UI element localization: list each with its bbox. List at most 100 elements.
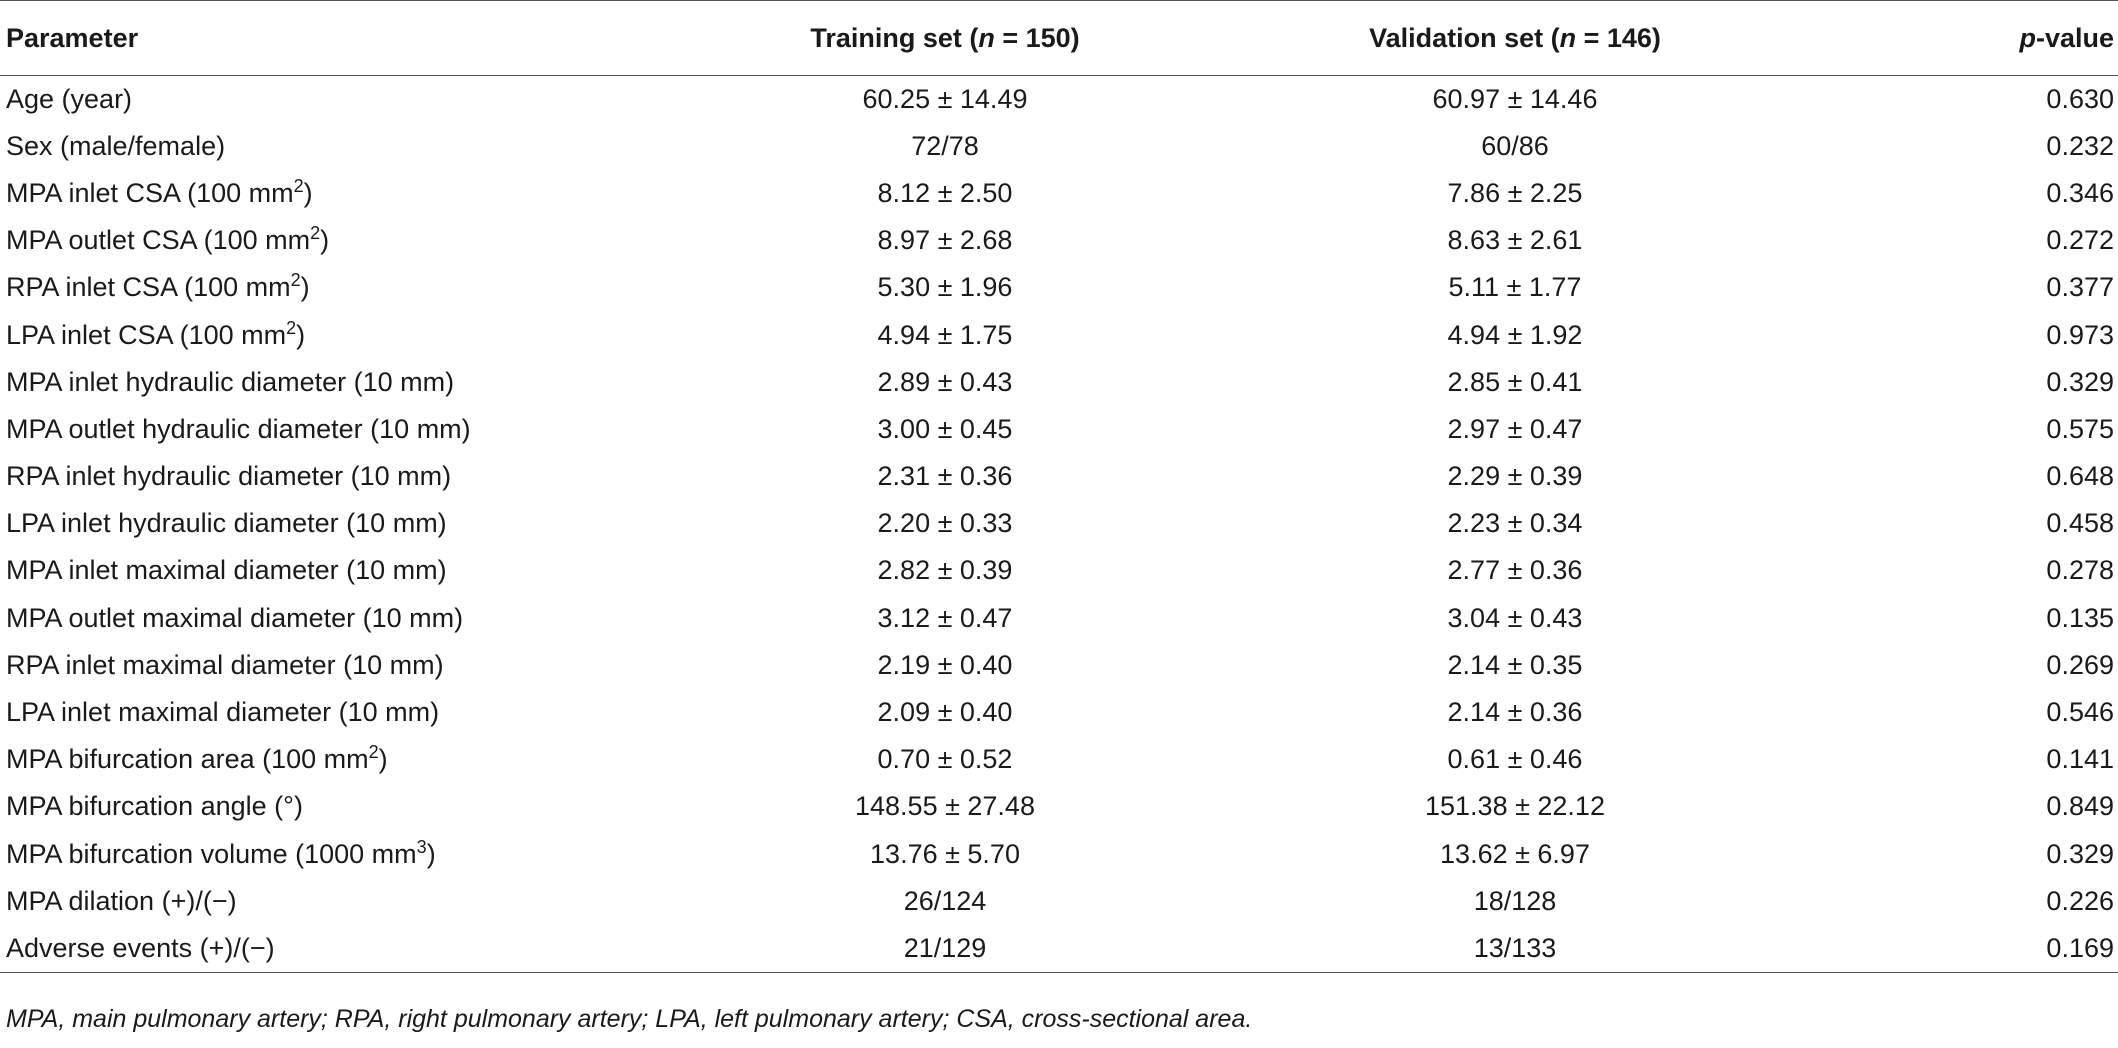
cell-training-value: 5.30 ± 1.96 (877, 272, 1013, 303)
cell-training-value: 8.12 ± 2.50 (877, 177, 1013, 208)
header-validation-n: n (1559, 22, 1577, 53)
cell-validation-value: 13/133 (1145, 924, 1885, 973)
cell-training-value: 8.97 ± 2.68 (877, 225, 1013, 256)
cell-p-value: 0.232 (2046, 130, 2114, 161)
cell-training-value: 3.00 ± 0.45 (877, 413, 1013, 444)
parameter-label: Age (year) (6, 83, 133, 114)
header-p-suffix: -value (2035, 22, 2114, 53)
cell-p-value: 0.458 (2046, 508, 2114, 539)
cell-validation-value: 151.38 ± 22.12 (1425, 791, 1605, 822)
cell-p-value: 0.135 (2046, 602, 2114, 633)
cell-validation-value: 4.94 ± 1.92 (1447, 319, 1583, 350)
cell-training-value: 2.31 ± 0.36 (877, 461, 1013, 492)
header-training-suffix: = 150) (994, 22, 1080, 53)
unit-close: ) (300, 272, 310, 303)
parameters-table: Parameter Training set (n = 150) Validat… (0, 0, 2118, 973)
cell-training-value: 13.76 ± 5.70 (870, 838, 1020, 869)
unit-exponent: 2 (293, 175, 304, 196)
parameter-label: MPA bifurcation area (100 mm (6, 744, 369, 775)
cell-p-value: 0.278 (2046, 555, 2114, 586)
cell-p-value: 0.575 (2046, 413, 2114, 444)
cell-validation-value: 60.97 ± 14.46 (1432, 83, 1598, 114)
header-validation-set: Validation set (n = 146) (1145, 0, 1885, 76)
table-row: RPA inlet hydraulic diameter (10 mm) 2.31… (0, 453, 2118, 500)
cell-parameter: MPA outlet hydraulic diameter (10 mm) (0, 406, 745, 453)
header-training-n: n (978, 22, 995, 53)
cell-training-value: 148.55 ± 27.48 (855, 791, 1035, 822)
cell-p-value: 0.329 (2046, 838, 2114, 869)
cell-parameter: LPA inlet CSA (100 mm2) (0, 311, 745, 358)
header-training-prefix: Training set ( (810, 22, 979, 53)
cell-parameter: LPA inlet maximal diameter (10 mm) (0, 689, 745, 736)
table-row: MPA outlet maximal diameter (10 mm) 3.12 … (0, 595, 2118, 642)
cell-validation-value: 18/128 (1473, 885, 1557, 916)
parameter-label: RPA inlet maximal diameter (10 mm) (6, 649, 444, 680)
cell-p-value: 0.226 (2046, 885, 2114, 916)
parameter-label: MPA dilation (+)/(−) (6, 885, 237, 916)
cell-validation-value: 2.14 ± 0.36 (1447, 697, 1583, 728)
unit-exponent: 2 (310, 223, 321, 244)
table-row: MPA outlet CSA (100 mm2) 8.97 ± 2.68 8.63 … (0, 217, 2118, 264)
cell-validation-value: 7.86 ± 2.25 (1447, 177, 1583, 208)
cell-p-value: 0.648 (2046, 461, 2114, 492)
cell-p-value: 0.849 (2046, 791, 2114, 822)
cell-parameter: MPA inlet hydraulic diameter (10 mm) (0, 359, 745, 406)
cell-parameter: MPA dilation (+)/(−) (0, 878, 745, 925)
parameter-label: MPA bifurcation angle (°) (6, 791, 303, 822)
cell-validation-value: 2.85 ± 0.41 (1447, 366, 1583, 397)
header-p-value: p-value (1885, 0, 2118, 76)
cell-parameter: MPA outlet CSA (100 mm2) (0, 217, 745, 264)
data-table-container: Parameter Training set (n = 150) Validat… (0, 0, 2118, 973)
cell-validation-value: 5.11 ± 1.77 (1448, 272, 1582, 303)
parameter-label: RPA inlet hydraulic diameter (10 mm) (6, 461, 452, 492)
table-row: MPA bifurcation volume (1000 mm3) 13.76 ±… (0, 831, 2118, 878)
unit-close: ) (303, 177, 313, 208)
unit-exponent: 2 (286, 317, 297, 338)
unit-close: ) (426, 838, 436, 869)
header-validation-suffix: = 146) (1576, 22, 1661, 53)
cell-training-value: 60.25 ± 14.49 (862, 83, 1028, 114)
cell-training-value: 0.70 ± 0.52 (877, 744, 1013, 775)
cell-p-value: 0.269 (2046, 649, 2114, 680)
cell-training-value: 2.82 ± 0.39 (877, 555, 1013, 586)
cell-parameter: RPA inlet maximal diameter (10 mm) (0, 642, 745, 689)
cell-validation-value: 2.14 ± 0.35 (1447, 649, 1583, 680)
parameter-label: MPA outlet CSA (100 mm (6, 225, 311, 256)
cell-training-value: 2.19 ± 0.40 (877, 649, 1013, 680)
cell-validation-value: 2.29 ± 0.39 (1447, 461, 1583, 492)
cell-parameter: Adverse events (+)/(−) (0, 924, 745, 973)
cell-training-value: 26/124 (903, 885, 987, 916)
unit-exponent: 2 (290, 270, 301, 291)
parameter-label: MPA inlet maximal diameter (10 mm) (6, 555, 447, 586)
cell-parameter: MPA inlet CSA (100 mm2) (0, 170, 745, 217)
cell-p-value: 0.169 (1885, 924, 2118, 973)
cell-training-value: 2.20 ± 0.33 (877, 508, 1013, 539)
cell-training-value: 4.94 ± 1.75 (877, 319, 1013, 350)
header-row: Parameter Training set (n = 150) Validat… (0, 0, 2118, 76)
parameter-label: LPA inlet hydraulic diameter (10 mm) (6, 508, 447, 539)
cell-p-value: 0.973 (2046, 319, 2114, 350)
cell-validation-value: 2.77 ± 0.36 (1447, 555, 1583, 586)
parameter-label: Sex (male/female) (6, 130, 226, 161)
cell-p-value: 0.630 (2046, 83, 2114, 114)
table-row: MPA bifurcation area (100 mm2) 0.70 ± 0.5… (0, 736, 2118, 783)
table-row: MPA inlet hydraulic diameter (10 mm) 2.89… (0, 359, 2118, 406)
cell-parameter: MPA bifurcation volume (1000 mm3) (0, 831, 745, 878)
cell-validation-value: 3.04 ± 0.43 (1447, 602, 1583, 633)
header-parameter: Parameter (0, 0, 745, 76)
table-row: LPA inlet hydraulic diameter (10 mm) 2.20… (0, 500, 2118, 547)
cell-training-value: 2.89 ± 0.43 (877, 366, 1013, 397)
parameter-label: LPA inlet CSA (100 mm (6, 319, 287, 350)
parameter-label: MPA inlet hydraulic diameter (10 mm) (6, 366, 455, 397)
cell-validation-value: 2.23 ± 0.34 (1447, 508, 1583, 539)
cell-parameter: RPA inlet hydraulic diameter (10 mm) (0, 453, 745, 500)
table-row: RPA inlet CSA (100 mm2) 5.30 ± 1.96 5.11 ±… (0, 264, 2118, 311)
unit-close: ) (320, 225, 330, 256)
cell-validation-value: 60/86 (1481, 130, 1549, 161)
cell-parameter: MPA outlet maximal diameter (10 mm) (0, 595, 745, 642)
cell-parameter: Age (year) (0, 76, 745, 123)
cell-validation-value: 8.63 ± 2.61 (1447, 225, 1583, 256)
unit-close: ) (296, 319, 306, 350)
parameter-label: MPA outlet maximal diameter (10 mm) (6, 602, 464, 633)
cell-parameter: Sex (male/female) (0, 123, 745, 170)
